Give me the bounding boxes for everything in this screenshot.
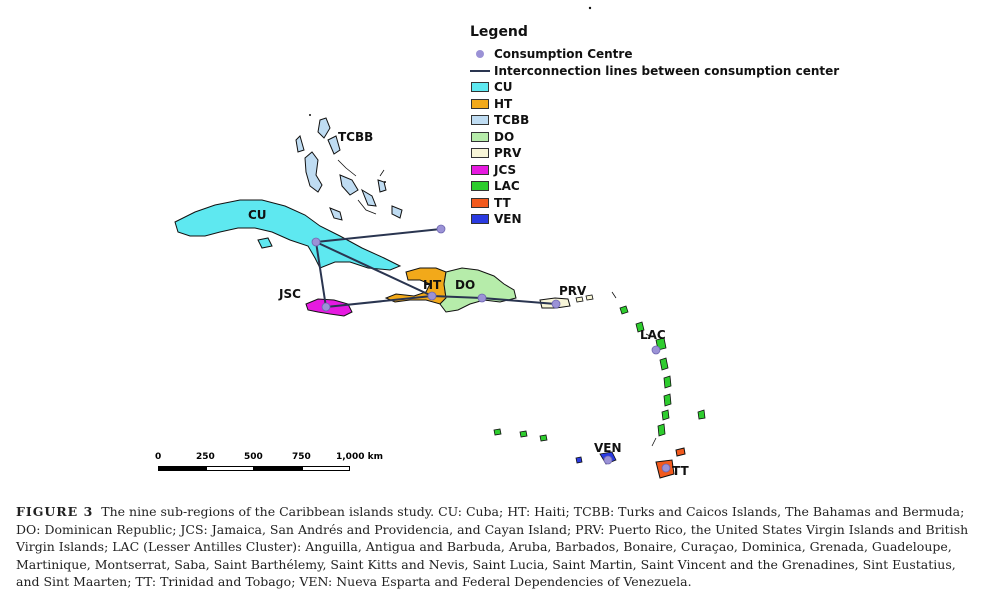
node-cu bbox=[311, 237, 321, 247]
legend-label: TCBB bbox=[494, 113, 530, 128]
interconnection-lines bbox=[315, 228, 557, 308]
region-do bbox=[439, 267, 517, 313]
caribbean-map bbox=[174, 6, 706, 479]
node-ht bbox=[427, 291, 437, 301]
node-tt bbox=[661, 463, 671, 473]
legend-symbol-box bbox=[470, 114, 490, 126]
label-cu: CU bbox=[248, 208, 267, 222]
legend-item-jcs: JCS bbox=[470, 162, 839, 179]
scale-tick: 750 bbox=[292, 452, 311, 462]
region-cu bbox=[174, 199, 402, 271]
consumption-centres bbox=[311, 224, 671, 473]
legend-item-ven: VEN bbox=[470, 211, 839, 228]
legend-label: VEN bbox=[494, 212, 522, 227]
label-do: DO bbox=[455, 278, 476, 292]
legend-symbol-dot bbox=[470, 48, 490, 60]
legend-symbol-box bbox=[470, 180, 490, 192]
region-lac bbox=[493, 305, 706, 442]
scale-tick: 250 bbox=[196, 452, 215, 462]
scale-tick: 1,000 km bbox=[336, 452, 383, 462]
node-jcs bbox=[321, 302, 331, 312]
node-lac bbox=[651, 345, 661, 355]
label-lac: LAC bbox=[640, 328, 666, 342]
label-jsc: JSC bbox=[279, 287, 301, 301]
node-ven bbox=[603, 455, 613, 465]
legend-item-prv: PRV bbox=[470, 145, 839, 162]
node-prv bbox=[551, 299, 561, 309]
legend-symbol-box bbox=[470, 81, 490, 93]
label-prv: PRV bbox=[559, 284, 587, 298]
legend-label: JCS bbox=[494, 162, 517, 177]
legend-item-tt: TT bbox=[470, 195, 839, 212]
label-ht: HT bbox=[423, 278, 442, 292]
legend-symbol-box bbox=[470, 98, 490, 110]
legend-item-ht: HT bbox=[470, 96, 839, 113]
legend-symbol-box bbox=[470, 131, 490, 143]
legend-label: PRV bbox=[494, 146, 522, 161]
scale-tick: 500 bbox=[244, 452, 263, 462]
legend-label: Consumption Centre bbox=[494, 47, 633, 62]
scale-tick: 0 bbox=[155, 452, 162, 462]
legend-label: Interconnection lines between consumptio… bbox=[494, 63, 840, 78]
legend: Legend Consumption Centre Interconnection… bbox=[470, 24, 839, 228]
node-tcbb bbox=[436, 224, 446, 234]
label-ven: VEN bbox=[594, 441, 622, 455]
legend-title: Legend bbox=[470, 24, 528, 40]
caption-text: The nine sub-regions of the Caribbean is… bbox=[16, 504, 969, 589]
legend-label: CU bbox=[494, 80, 513, 95]
scale-bar: 0 250 500 750 1,000 km bbox=[155, 452, 388, 482]
figure-number: FIGURE 3 bbox=[16, 504, 94, 519]
legend-symbol-line bbox=[470, 65, 490, 77]
legend-label: DO bbox=[494, 129, 515, 144]
legend-label: HT bbox=[494, 96, 513, 111]
legend-symbol-box bbox=[470, 147, 490, 159]
node-do bbox=[477, 293, 487, 303]
label-tcbb: TCBB bbox=[338, 130, 374, 144]
legend-symbol-box bbox=[470, 164, 490, 176]
legend-item-do: DO bbox=[470, 129, 839, 146]
legend-item-cu: CU bbox=[470, 79, 839, 96]
label-tt: TT bbox=[672, 464, 689, 478]
legend-items: Consumption Centre Interconnection lines … bbox=[470, 46, 839, 228]
figure-caption: FIGURE 3 The nine sub-regions of the Cari… bbox=[16, 503, 976, 591]
legend-item-tcbb: TCBB bbox=[470, 112, 839, 129]
legend-symbol-box bbox=[470, 197, 490, 209]
legend-label: LAC bbox=[494, 179, 520, 194]
legend-item-interconnection-lines-between-consumption-center: Interconnection lines between consumptio… bbox=[470, 63, 839, 80]
legend-label: TT bbox=[494, 195, 511, 210]
legend-item-consumption-centre: Consumption Centre bbox=[470, 46, 839, 63]
legend-symbol-box bbox=[470, 213, 490, 225]
legend-item-lac: LAC bbox=[470, 178, 839, 195]
region-tcbb bbox=[295, 117, 403, 221]
